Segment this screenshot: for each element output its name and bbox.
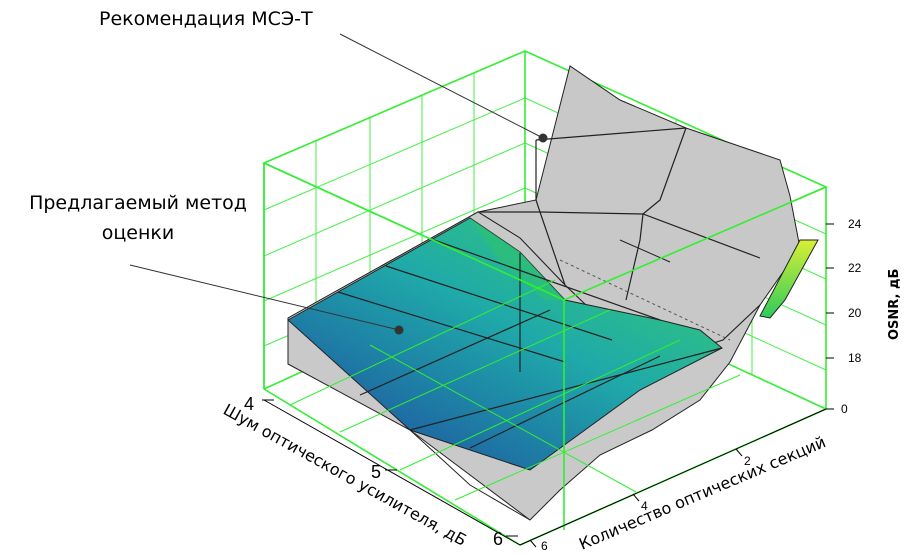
proposed-mesh-line [337, 291, 566, 363]
itu-hidden-line [559, 259, 731, 341]
callout-itu-dot [538, 133, 548, 143]
itu-mesh-line [642, 127, 687, 215]
sections-axis-title: Количество оптических секций [576, 432, 828, 553]
itu-mesh-line [539, 211, 566, 286]
callout-proposed-dot [394, 325, 404, 335]
sections-tick-6: 6 [541, 539, 548, 553]
noise-tick-4: 4 [244, 394, 254, 414]
proposed-mesh-line [359, 309, 551, 396]
floor-grid [289, 279, 741, 501]
itu-mesh-line [625, 213, 644, 301]
proposed-mesh-line [433, 239, 661, 321]
sections-tick-0: 0 [841, 402, 848, 416]
noise-tick-6: 6 [493, 529, 503, 549]
osnr-axis: 0 18 20 22 24 OSNR, дБ [826, 217, 902, 416]
osnr-tick-24: 24 [848, 217, 862, 231]
noise-tick-5: 5 [371, 462, 381, 482]
proposed-mesh-line [385, 265, 613, 341]
callout-proposed-line1: Предлагаемый метод [29, 192, 247, 214]
proposed-surface-highlight [470, 218, 565, 300]
osnr-tick-20: 20 [848, 306, 862, 320]
itu-mesh-line [409, 429, 531, 521]
callout-leaders [129, 33, 544, 331]
sections-tick-4: 4 [641, 499, 648, 513]
callout-itu-leader [339, 33, 544, 139]
itu-mesh-line [480, 211, 761, 259]
callout-proposed-leader [129, 264, 400, 331]
proposed-mesh-line [409, 347, 723, 431]
callout-proposed: Предлагаемый метод оценки [8, 188, 268, 248]
itu-mesh-line [535, 127, 687, 141]
sections-tick-2: 2 [744, 454, 751, 468]
osnr-tick-18: 18 [848, 351, 862, 365]
proposed-mesh-line [469, 355, 661, 449]
osnr-tick-22: 22 [848, 261, 862, 275]
proposed-surface-tip [759, 239, 819, 319]
callout-itu: Рекомендация МСЭ-Т [99, 8, 313, 30]
callout-proposed-line2: оценки [101, 222, 175, 244]
itu-mesh-line [535, 140, 541, 213]
osnr-axis-title: OSNR, дБ [887, 269, 902, 340]
